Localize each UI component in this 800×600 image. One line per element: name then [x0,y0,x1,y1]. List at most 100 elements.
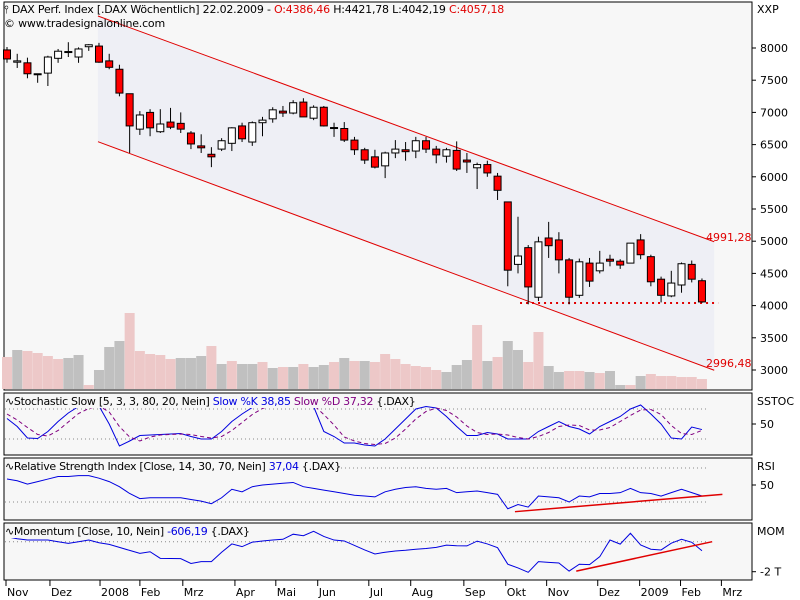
candle-body [697,280,706,303]
candle [544,221,553,258]
volume-bar [645,374,656,389]
indicator-icon: ∿ [5,525,14,538]
momentum-panel-title[interactable]: ∿Momentum [Close, 10, Nein] -606,19 {.DA… [5,525,250,538]
candle-body [646,256,655,283]
volume-bar [369,362,380,389]
candle [33,73,42,83]
volume-bar [318,365,329,389]
volume-bar [63,358,74,389]
high-value: H:4421,78 [333,3,389,16]
price-tick-label: 6500 [760,139,788,152]
volume-bar [421,367,432,389]
candle-body [452,149,461,170]
volume-bar [22,351,33,389]
volume-bar [410,366,421,389]
volume-bar [543,366,554,389]
rsi-panel-title[interactable]: ∿Relative Strength Index [Close, 14, 30,… [5,460,341,473]
candle-body [74,48,83,58]
candle-body [13,60,22,63]
volume-bar [104,347,115,389]
close-value: C:4057,18 [448,3,505,16]
volume-bar [584,372,595,389]
candle [411,136,420,159]
candle-body [565,259,574,298]
candle [514,216,522,274]
candle-body [156,123,165,133]
candle-body [524,247,533,288]
candle [54,48,63,63]
volume-bar [196,356,207,389]
candle-body [23,62,32,75]
candle-body [227,127,236,144]
candle [135,111,144,135]
candle-body [268,109,277,120]
volume-bar [502,341,513,389]
volume-bar [73,355,84,389]
candle-body [350,139,359,151]
candle-body [94,45,103,63]
volume-bar [185,358,196,389]
candle [452,141,461,172]
candle-body [54,50,63,59]
series-line-slow-k [6,401,703,447]
candle [43,55,52,86]
candle-body [330,127,339,130]
x-tick-label: 2008 [101,586,129,599]
candle [3,47,11,63]
volume-bar [380,354,391,389]
volume-bar [451,365,462,389]
price-tick-label: 3500 [760,332,788,345]
candle [595,250,604,274]
candle-body [493,175,502,191]
momentum-title: Momentum [Close, 10, Nein] [13,525,164,538]
channel-upper-line [97,15,715,243]
candle-body [299,101,308,118]
price-tick-label: 7000 [760,106,788,119]
candle-body [514,255,522,265]
volume-bar [329,362,340,389]
price-tick-label: 4000 [760,300,788,313]
candle-body [238,125,247,140]
volume-bar [42,356,53,389]
candle [330,122,339,137]
candlestick-icon: ⫯ [4,3,9,16]
candle-body [657,278,666,296]
volume-bar [676,377,687,389]
volume-bar [635,376,646,389]
candle-body [503,201,512,271]
candle [197,134,206,153]
copyright-text: © www.tradesignalonline.com [4,17,165,30]
series-line-slow-d [6,401,703,446]
candle-body [64,51,73,54]
volume-bar [83,385,94,389]
volume-bar [175,358,186,389]
price-tick-label: 8000 [760,42,788,55]
indicator-tick-label: 50 [760,418,774,431]
low-value: L:4042,19 [392,3,446,16]
price-tick-label: 7500 [760,74,788,87]
candle [667,270,676,298]
x-tick-label: Nov [548,586,570,599]
candle-body [626,242,635,264]
candle [207,147,216,168]
candle [227,127,236,152]
candle-body [544,237,553,247]
candle [105,53,114,70]
slow-k-label: Slow %K 38,85 [212,395,291,408]
volume-bar [461,360,472,389]
candle [442,147,451,163]
volume-bar [359,361,370,389]
x-tick-label: Jun [318,586,336,599]
rsi-axis-label: RSI [757,460,775,473]
candle-body [667,282,676,297]
candle-body [483,164,492,174]
stochastic-panel-title[interactable]: ∿Stochastic Slow [5, 3, 3, 80, 20, Nein]… [5,395,416,408]
candle-body [207,153,216,158]
volume-bar [656,376,667,389]
candle [370,149,379,169]
volume-bar [277,367,288,389]
candle-body [605,258,614,262]
indicator-tick-label: 50 [760,479,774,492]
candle [186,131,195,150]
candle-body [278,110,287,114]
